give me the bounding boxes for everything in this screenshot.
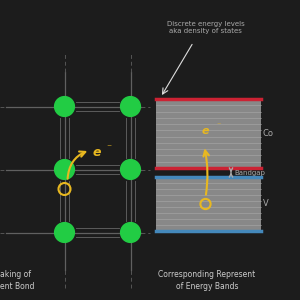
Text: of Energy Bands: of Energy Bands bbox=[176, 282, 238, 291]
Text: Co: Co bbox=[262, 129, 274, 138]
Text: e: e bbox=[202, 125, 209, 136]
Circle shape bbox=[55, 160, 74, 179]
Bar bbox=[156, 99, 261, 168]
Circle shape bbox=[55, 223, 74, 242]
Circle shape bbox=[121, 160, 140, 179]
Circle shape bbox=[55, 97, 74, 116]
Text: aking of: aking of bbox=[0, 270, 31, 279]
Text: ⁻: ⁻ bbox=[106, 143, 112, 154]
Text: Bandgap: Bandgap bbox=[234, 169, 265, 175]
Text: ⁻: ⁻ bbox=[216, 121, 220, 130]
Text: V: V bbox=[262, 200, 268, 208]
Bar bbox=[156, 177, 261, 231]
Text: Discrete energy levels
aka density of states: Discrete energy levels aka density of st… bbox=[167, 21, 244, 34]
Circle shape bbox=[121, 223, 140, 242]
Circle shape bbox=[121, 97, 140, 116]
Text: ent Bond: ent Bond bbox=[0, 282, 34, 291]
Text: e: e bbox=[93, 146, 101, 159]
Text: Corresponding Represent: Corresponding Represent bbox=[158, 270, 256, 279]
